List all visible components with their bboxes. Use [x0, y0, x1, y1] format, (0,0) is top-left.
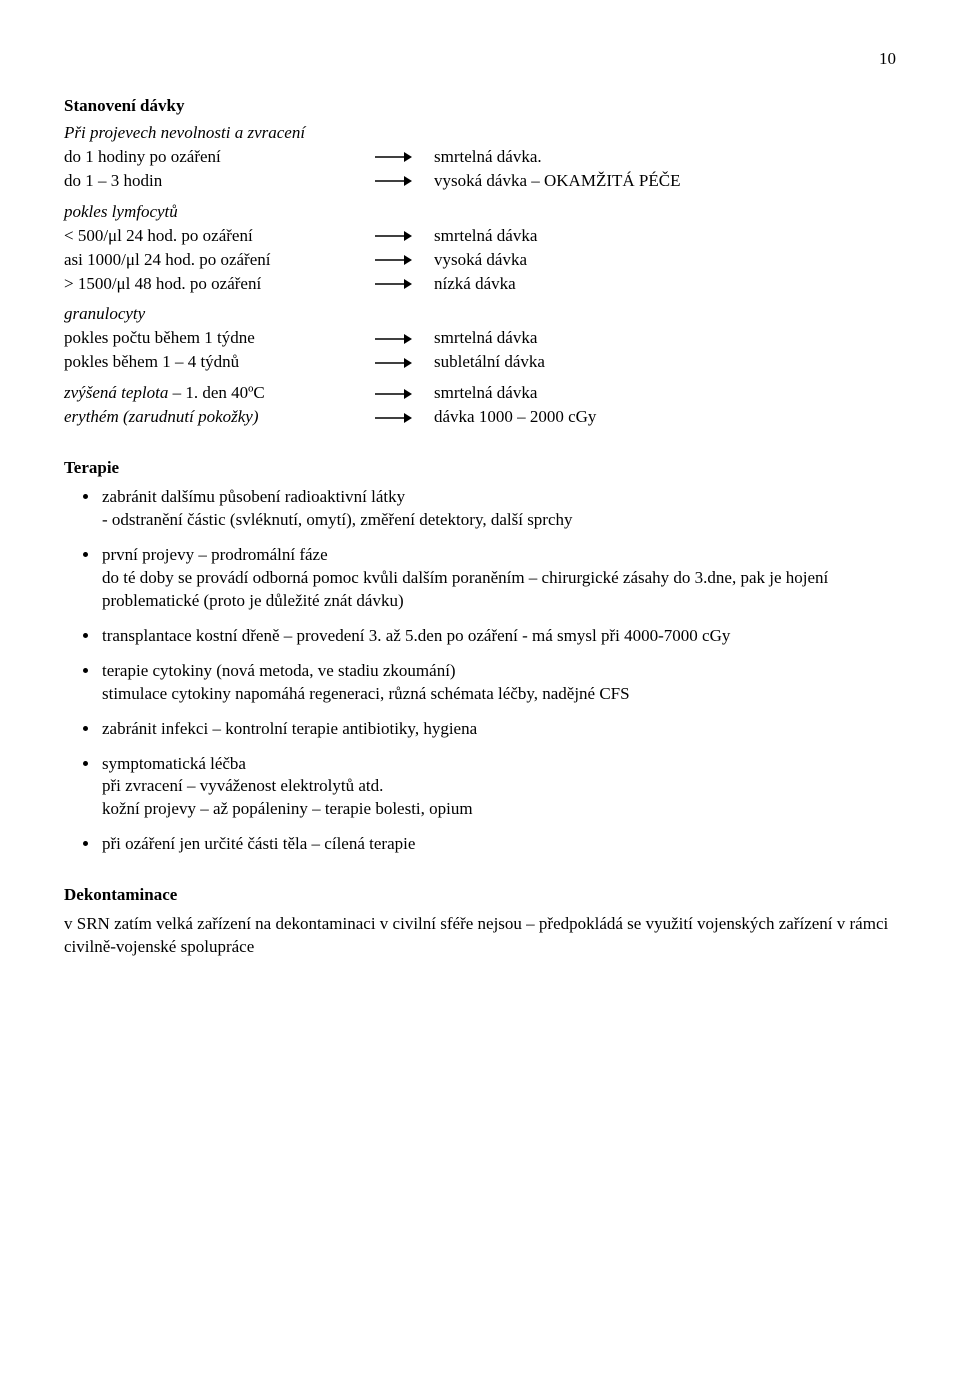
dose-row-right: smrtelná dávka — [434, 225, 896, 248]
list-item: zabránit infekci – kontrolní terapie ant… — [100, 718, 896, 741]
list-item-line: symptomatická léčba — [102, 753, 896, 776]
list-item-line: zabránit dalšímu působení radioaktivní l… — [102, 486, 896, 509]
list-item-line: - odstranění částic (svléknutí, omytí), … — [102, 509, 896, 532]
page-number: 10 — [64, 48, 896, 71]
dose-determination-block: do 1 hodiny po ozáření smrtelná dávka.do… — [64, 146, 896, 429]
dose-row-arrow — [374, 411, 434, 425]
dose-row-right: nízká dávka — [434, 273, 896, 296]
arrow-icon — [374, 411, 412, 425]
dose-row-right: smrtelná dávka. — [434, 146, 896, 169]
dose-row: do 1 – 3 hodin vysoká dávka – OKAMŽITÁ P… — [64, 170, 896, 193]
list-item: symptomatická léčbapři zvracení – vyváže… — [100, 753, 896, 822]
dose-row-left: < 500/μl 24 hod. po ozáření — [64, 225, 374, 248]
list-item-line: zabránit infekci – kontrolní terapie ant… — [102, 718, 896, 741]
dose-row-right: dávka 1000 – 2000 cGy — [434, 406, 896, 429]
arrow-icon — [374, 150, 412, 164]
list-item-line: při zvracení – vyváženost elektrolytů at… — [102, 775, 896, 798]
dose-row: pokles během 1 – 4 týdnů subletální dávk… — [64, 351, 896, 374]
list-item-line: při ozáření jen určité části těla – cíle… — [102, 833, 896, 856]
dose-row: asi 1000/μl 24 hod. po ozáření vysoká dá… — [64, 249, 896, 272]
arrow-icon — [374, 332, 412, 346]
list-item: terapie cytokiny (nová metoda, ve stadiu… — [100, 660, 896, 706]
list-item-line: terapie cytokiny (nová metoda, ve stadiu… — [102, 660, 896, 683]
dose-row: do 1 hodiny po ozáření smrtelná dávka. — [64, 146, 896, 169]
dose-row-arrow — [374, 277, 434, 291]
arrow-icon — [374, 356, 412, 370]
arrow-icon — [374, 253, 412, 267]
dose-row-left: do 1 hodiny po ozáření — [64, 146, 374, 169]
dose-row-right: smrtelná dávka — [434, 327, 896, 350]
list-item: při ozáření jen určité části těla – cíle… — [100, 833, 896, 856]
list-item-line: stimulace cytokiny napomáhá regeneraci, … — [102, 683, 896, 706]
dose-row-left: pokles během 1 – 4 týdnů — [64, 351, 374, 374]
arrow-icon — [374, 229, 412, 243]
heading-stanoveni-sub: Při projevech nevolnosti a zvracení — [64, 122, 896, 145]
list-item-line: transplantace kostní dřeně – provedení 3… — [102, 625, 896, 648]
heading-terapie: Terapie — [64, 457, 896, 480]
dose-row: < 500/μl 24 hod. po ozáření smrtelná dáv… — [64, 225, 896, 248]
dose-row: pokles počtu během 1 týdne smrtelná dávk… — [64, 327, 896, 350]
dose-row-arrow — [374, 356, 434, 370]
dose-row-left: asi 1000/μl 24 hod. po ozáření — [64, 249, 374, 272]
dose-row-left: do 1 – 3 hodin — [64, 170, 374, 193]
dose-row-arrow — [374, 229, 434, 243]
dose-row-left: pokles počtu během 1 týdne — [64, 327, 374, 350]
dose-row-right: smrtelná dávka — [434, 382, 896, 405]
dose-row-arrow — [374, 174, 434, 188]
list-item: zabránit dalšímu působení radioaktivní l… — [100, 486, 896, 532]
dose-row: zvýšená teplota – 1. den 40ºC smrtelná d… — [64, 382, 896, 405]
list-item-line: do té doby se provádí odborná pomoc kvůl… — [102, 567, 896, 613]
dose-row-right: vysoká dávka — [434, 249, 896, 272]
dose-row-left: erythém (zarudnutí pokožky) — [64, 406, 374, 429]
arrow-icon — [374, 387, 412, 401]
list-item: první projevy – prodromální fázedo té do… — [100, 544, 896, 613]
dose-row-right: subletální dávka — [434, 351, 896, 374]
dose-row-left: > 1500/μl 48 hod. po ozáření — [64, 273, 374, 296]
dose-row-left: zvýšená teplota – 1. den 40ºC — [64, 382, 374, 405]
dose-row-arrow — [374, 150, 434, 164]
dose-row-arrow — [374, 253, 434, 267]
list-item-line: první projevy – prodromální fáze — [102, 544, 896, 567]
dekont-body: v SRN zatím velká zařízení na dekontamin… — [64, 913, 896, 959]
dose-group-intro: granulocyty — [64, 303, 896, 326]
dose-row-right: vysoká dávka – OKAMŽITÁ PÉČE — [434, 170, 896, 193]
dose-row: > 1500/μl 48 hod. po ozáření nízká dávka — [64, 273, 896, 296]
arrow-icon — [374, 277, 412, 291]
dose-row-arrow — [374, 387, 434, 401]
list-item: transplantace kostní dřeně – provedení 3… — [100, 625, 896, 648]
heading-dekont: Dekontaminace — [64, 884, 896, 907]
terapie-list: zabránit dalšímu působení radioaktivní l… — [64, 486, 896, 856]
heading-stanoveni: Stanovení dávky — [64, 95, 896, 118]
arrow-icon — [374, 174, 412, 188]
dose-row-arrow — [374, 332, 434, 346]
list-item-line: kožní projevy – až popáleniny – terapie … — [102, 798, 896, 821]
dose-group-intro: pokles lymfocytů — [64, 201, 896, 224]
dose-row: erythém (zarudnutí pokožky) dávka 1000 –… — [64, 406, 896, 429]
